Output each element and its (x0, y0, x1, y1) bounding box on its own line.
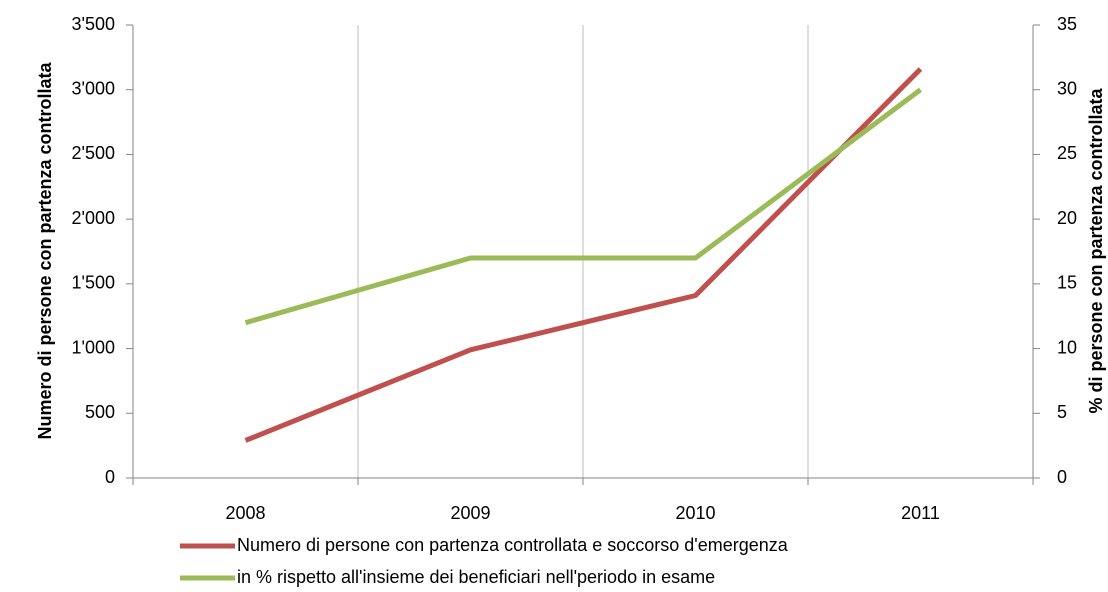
y2-tick-label: 10 (1057, 337, 1077, 357)
y2-tick-label: 20 (1057, 208, 1077, 228)
y-tick-label: 500 (85, 402, 115, 422)
series-line (244, 87, 922, 326)
y2-tick-label: 15 (1057, 273, 1077, 293)
y-tick-label: 1'000 (72, 337, 115, 357)
y2-axis-title: % di persone con partenza controllata (1086, 87, 1106, 413)
legend-label: Numero di persone con partenza controlla… (237, 535, 789, 555)
y-tick-label: 3'000 (72, 78, 115, 98)
x-tick-label: 2011 (901, 503, 940, 523)
legend-label: in % rispetto all'insieme dei beneficiar… (237, 567, 715, 587)
x-tick-label: 2010 (675, 503, 715, 523)
y-tick-label: 3'500 (72, 14, 115, 34)
y2-tick-label: 25 (1057, 143, 1077, 163)
y-axis-title: Numero di persone con partenza controlla… (35, 61, 55, 439)
y-tick-label: 0 (105, 467, 115, 487)
x-tick-label: 2008 (225, 503, 265, 523)
y-tick-label: 2'500 (72, 143, 115, 163)
y-tick-label: 1'500 (72, 273, 115, 293)
x-tick-label: 2009 (450, 503, 490, 523)
y2-tick-label: 5 (1057, 402, 1067, 422)
y2-tick-label: 0 (1057, 467, 1067, 487)
y2-tick-label: 35 (1057, 14, 1077, 34)
y-tick-label: 2'000 (72, 208, 115, 228)
series-line (244, 67, 923, 443)
y2-tick-label: 30 (1057, 78, 1077, 98)
